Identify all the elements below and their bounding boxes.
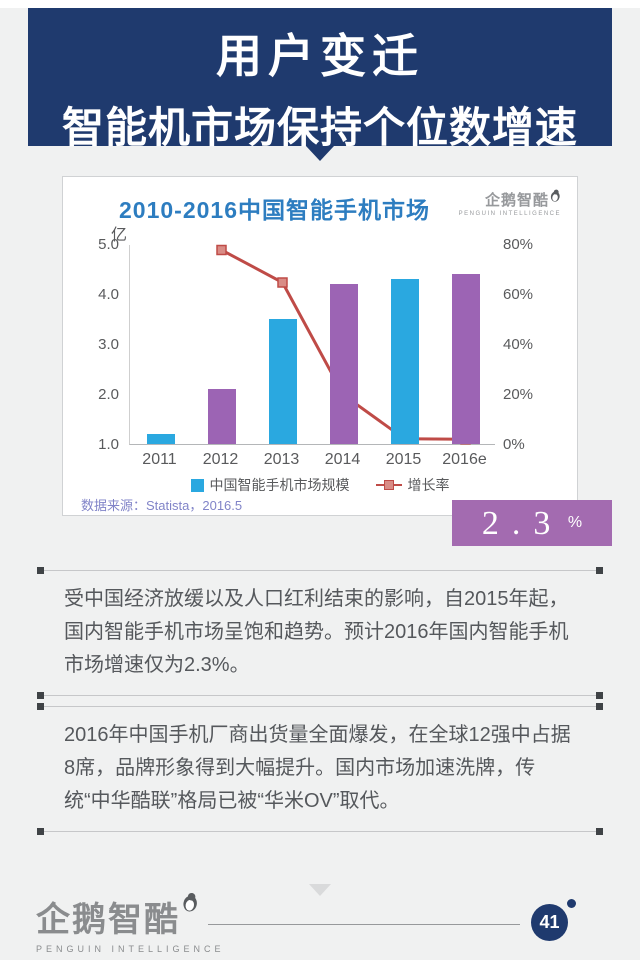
footer-pointer-triangle <box>309 884 331 896</box>
legend-line-swatch-icon <box>375 480 402 490</box>
header-pointer-triangle <box>306 146 334 161</box>
legend-line-label: 增长率 <box>407 477 450 493</box>
brand-subtitle: PENGUIN INTELLIGENCE <box>36 944 225 954</box>
bar-2011 <box>147 434 175 444</box>
brand-name: 企鹅智酷 <box>484 192 549 209</box>
divider-bottom-icon <box>37 828 603 835</box>
line-marker-icon <box>216 244 227 256</box>
brand-subtitle: PENGUIN INTELLIGENCE <box>458 211 561 217</box>
brand-name: 企鹅智酷 <box>36 901 180 939</box>
right-axis-tick: 0% <box>503 436 525 453</box>
legend-item-market-size: 中国智能手机市场规模 <box>190 475 350 495</box>
x-label-2014: 2014 <box>324 451 361 468</box>
left-axis-ticks: 5.0 4.0 3.0 2.0 1.0 <box>75 236 119 453</box>
penguin-icon <box>550 189 560 202</box>
chart-legend: 中国智能手机市场规模 增长率 <box>63 475 577 495</box>
divider-top-icon <box>37 703 603 710</box>
bar-2016e <box>452 274 480 444</box>
page-number: 41 <box>539 912 560 932</box>
footer-divider <box>208 924 520 925</box>
x-label-2015: 2015 <box>385 451 422 468</box>
chart-plot <box>129 244 495 445</box>
paragraph-2: 2016年中国手机厂商出货量全面爆发，在全球12强中占据8席，品牌形象得到大幅提… <box>64 724 571 812</box>
badge-unit: % <box>567 514 583 531</box>
legend-bar-swatch-icon <box>190 478 204 492</box>
chart-card: 2010-2016中国智能手机市场 企鹅智酷 PENGUIN INTELLIGE… <box>62 176 578 516</box>
left-axis-tick: 3.0 <box>98 336 119 353</box>
left-axis-tick: 4.0 <box>98 286 119 303</box>
header-title-line2: 智能机市场保持个位数增速 <box>61 104 578 151</box>
left-axis-tick: 5.0 <box>98 236 119 253</box>
badge-value: 2.3 <box>481 505 564 542</box>
legend-item-growth-rate: 增长率 <box>375 475 450 495</box>
x-label-2013: 2013 <box>263 451 300 468</box>
x-label-2012: 2012 <box>202 451 239 468</box>
footer-brand-logo: 企鹅智酷 PENGUIN INTELLIGENCE <box>36 892 225 954</box>
divider-bottom-icon <box>37 692 603 699</box>
text-block-1: 受中国经济放缓以及人口红利结束的影响，自2015年起，国内智能手机市场呈饱和趋势… <box>37 567 603 699</box>
bar-2015 <box>391 279 419 444</box>
header-banner: 用户变迁 智能机市场保持个位数增速 <box>28 8 612 151</box>
left-axis-unit: 亿 <box>111 227 128 244</box>
line-marker-icon <box>277 277 288 288</box>
data-source: 数据来源：Statista，2016.5 <box>81 498 243 513</box>
bar-2012 <box>208 389 236 444</box>
page-dot-icon <box>567 899 576 908</box>
x-label-2016e: 2016e <box>442 451 487 468</box>
right-axis-tick: 60% <box>503 286 534 303</box>
right-axis-tick: 40% <box>503 336 534 353</box>
x-label-2011: 2011 <box>142 451 177 468</box>
left-axis-tick: 2.0 <box>98 386 119 403</box>
right-axis-tick: 80% <box>503 236 534 253</box>
left-axis-tick: 1.0 <box>98 436 119 453</box>
paragraph-1: 受中国经济放缓以及人口红利结束的影响，自2015年起，国内智能手机市场呈饱和趋势… <box>64 588 569 676</box>
growth-rate-badge: 2.3 % <box>452 500 612 546</box>
top-strip <box>0 0 640 8</box>
page-number-badge: 41 <box>531 904 568 941</box>
legend-bar-label: 中国智能手机市场规模 <box>209 477 350 493</box>
right-axis-ticks: 80% 60% 40% 20% 0% <box>503 236 547 453</box>
penguin-icon <box>183 892 197 912</box>
x-axis-labels: 2011 2012 2013 2014 2015 2016e <box>129 451 495 471</box>
text-block-2: 2016年中国手机厂商出货量全面爆发，在全球12强中占据8席，品牌形象得到大幅提… <box>37 703 603 835</box>
bar-2014 <box>330 284 358 444</box>
bar-2013 <box>269 319 297 444</box>
growth-rate-line <box>216 244 471 445</box>
right-axis-tick: 20% <box>503 386 534 403</box>
divider-top-icon <box>37 567 603 574</box>
header-title-line1: 用户变迁 <box>216 30 424 82</box>
card-brand-logo: 企鹅智酷 PENGUIN INTELLIGENCE <box>459 189 561 217</box>
chart-title: 2010-2016中国智能手机市场 <box>119 197 430 223</box>
